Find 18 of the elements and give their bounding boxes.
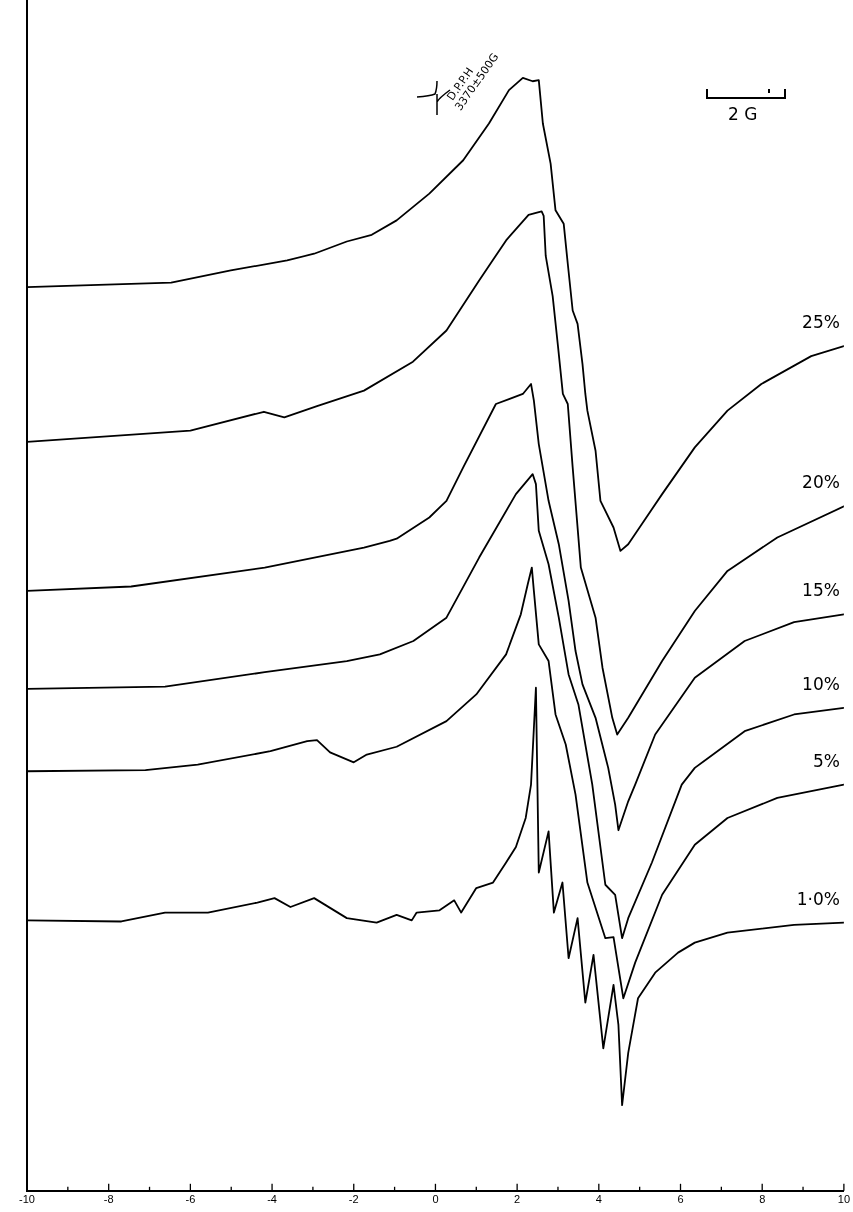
- series-label: 5%: [812, 750, 840, 771]
- x-tick-label: 2: [514, 1193, 521, 1206]
- x-tick-label: 6: [677, 1193, 684, 1206]
- series-label: 20%: [802, 472, 840, 493]
- x-tick-label: -4: [267, 1193, 277, 1206]
- x-tick-label: -10: [19, 1193, 35, 1206]
- x-tick-label: 8: [759, 1193, 766, 1206]
- series-label: 25%: [802, 312, 840, 333]
- x-tick-label: 10: [837, 1193, 851, 1206]
- x-tick-label: 4: [595, 1193, 602, 1206]
- series-label: 10%: [802, 673, 840, 694]
- x-tick-label: -6: [185, 1193, 196, 1206]
- annotation: 2 G: [728, 104, 758, 124]
- x-tick-label: -8: [103, 1193, 114, 1206]
- x-tick-label: 0: [432, 1193, 439, 1206]
- series-label: 1·0%: [796, 888, 840, 909]
- series-label: 15%: [802, 580, 840, 601]
- x-tick-label: -2: [348, 1193, 359, 1206]
